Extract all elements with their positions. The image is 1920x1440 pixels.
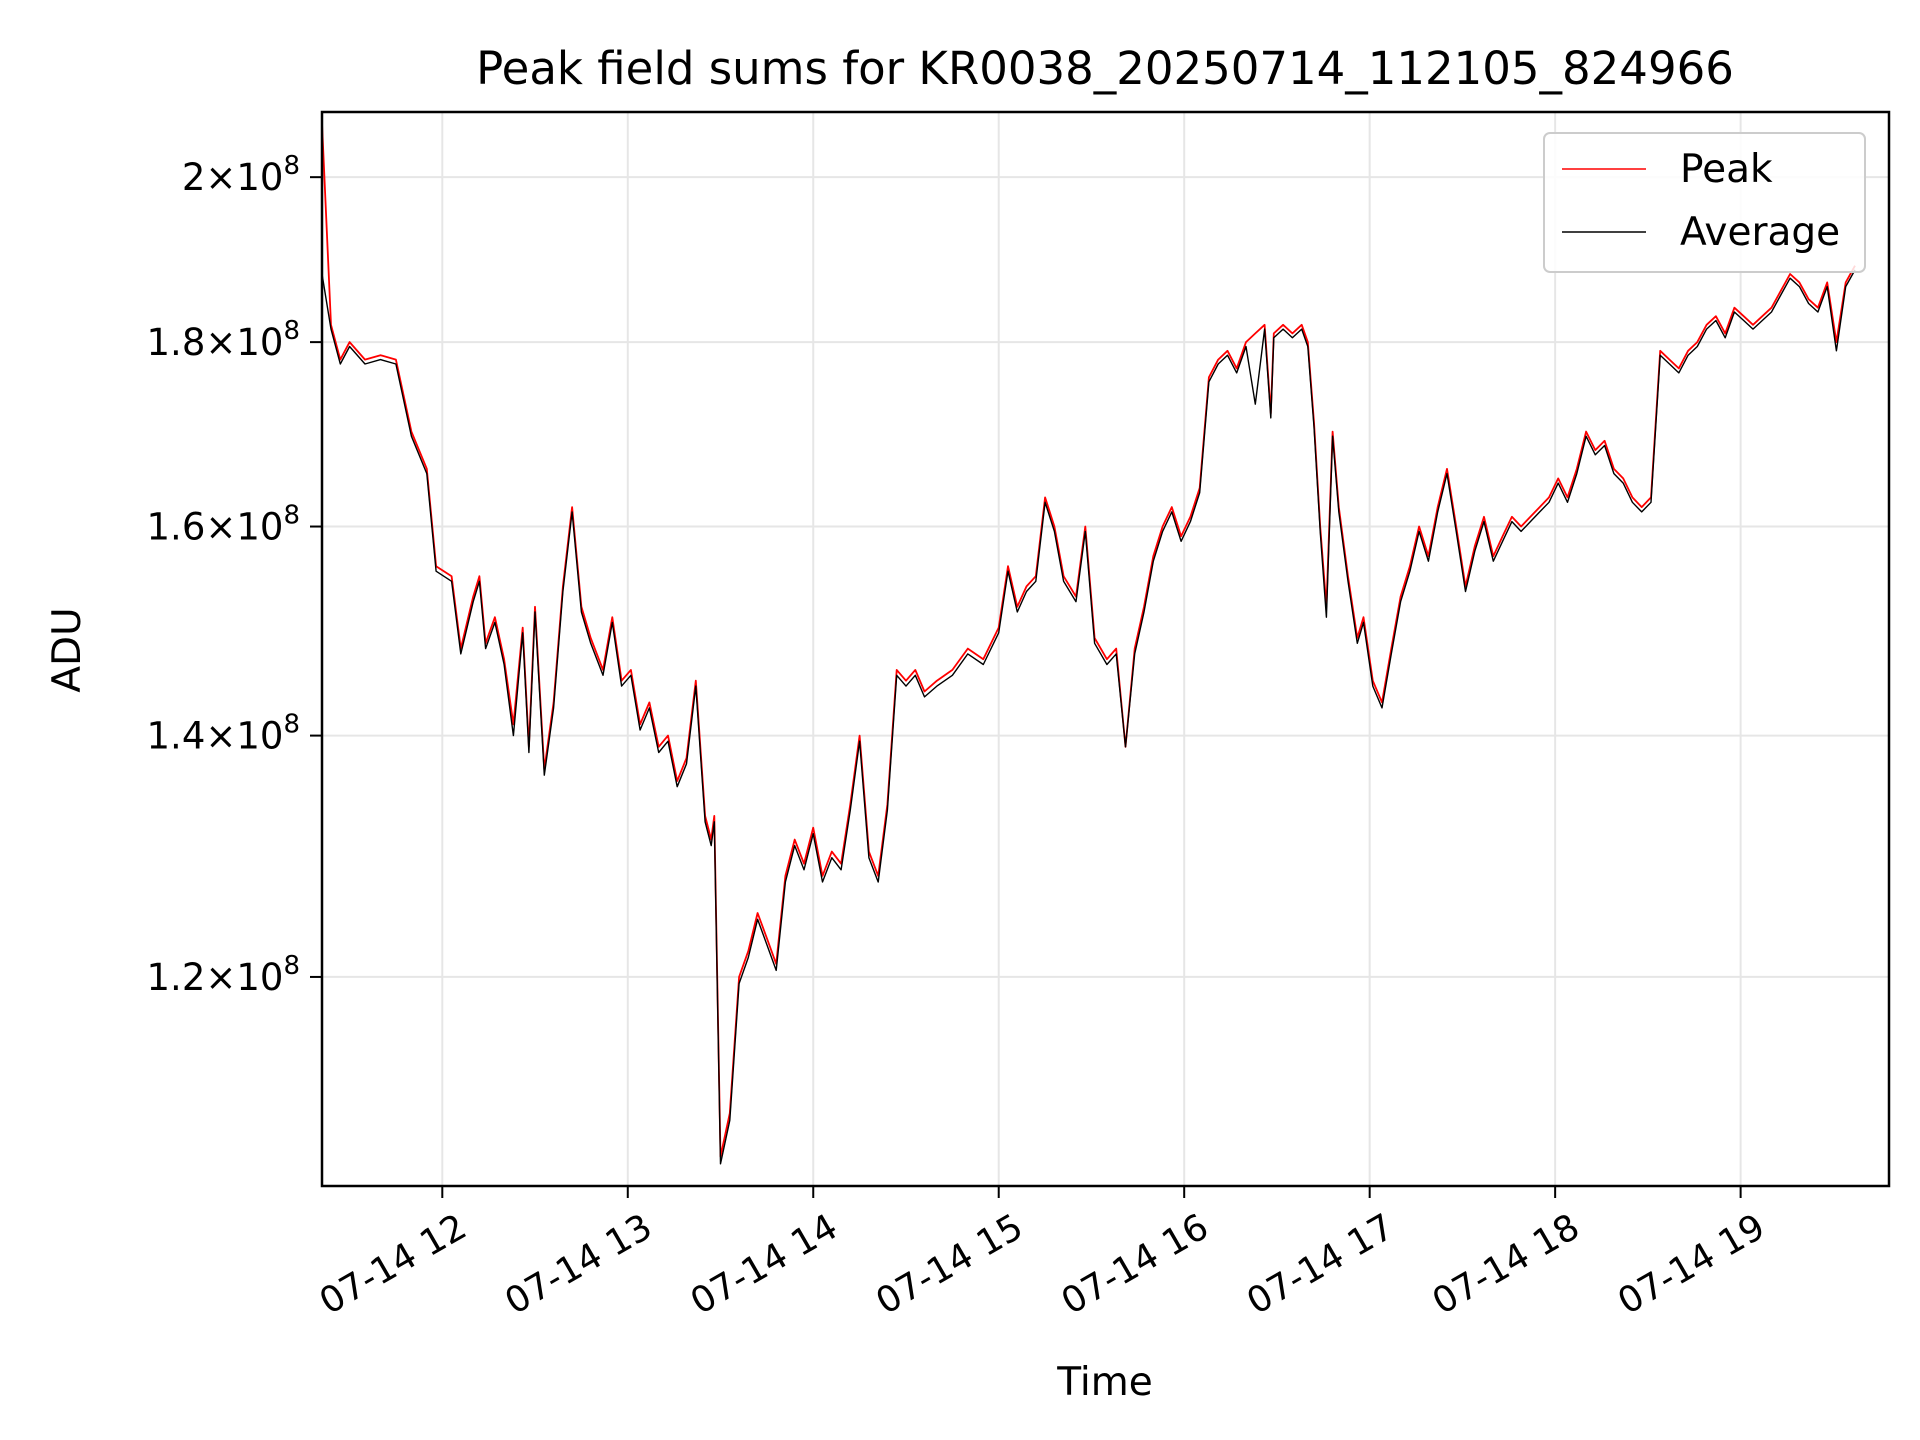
- legend: Peak Average: [1543, 132, 1866, 273]
- chart-title: Peak field sums for KR0038_20250714_1121…: [476, 42, 1734, 95]
- x-axis-label: Time: [1056, 1360, 1152, 1405]
- legend-label-peak: Peak: [1680, 147, 1773, 192]
- y-axis-label: ADU: [45, 607, 90, 692]
- legend-box: [1543, 132, 1866, 273]
- series-group: [321, 123, 1856, 1165]
- y-tick-label: 1.2×108: [147, 951, 300, 999]
- y-axis: 1.2×108 1.4×108 1.6×108 1.8×108 2×108: [147, 151, 322, 999]
- y-tick-label: 1.6×108: [147, 501, 300, 549]
- y-tick-label: 2×108: [182, 151, 300, 199]
- y-tick-label: 1.4×108: [147, 710, 300, 758]
- legend-label-average: Average: [1680, 210, 1840, 255]
- grid: [322, 112, 1889, 1186]
- series-line-average: [321, 269, 1856, 1165]
- y-tick-label: 1.8×108: [147, 316, 300, 364]
- plot-frame: [320, 110, 1891, 1188]
